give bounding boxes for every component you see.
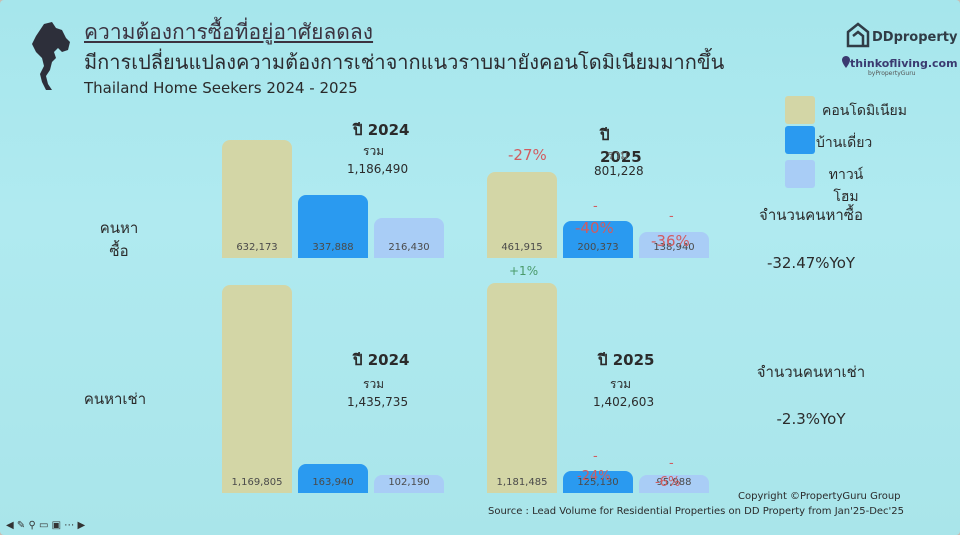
page-caption: Thailand Home Seekers 2024 - 2025 [84, 79, 358, 97]
thailand-map-icon [32, 22, 70, 90]
source-text: Source : Lead Volume for Residential Pro… [488, 506, 905, 517]
rent-2024-house-bar [298, 464, 368, 493]
next-icon[interactable]: ▶ [77, 520, 86, 531]
rent-2025-townhome-value: 95,988 [656, 477, 692, 488]
buy-townhome-change-dash: - [669, 209, 674, 224]
page-title: ความต้องการซื้อที่อยู่อาศัยลดลง [84, 20, 374, 44]
ddproperty-logo-icon [846, 22, 870, 48]
buy-yoy-value: -32.47%YoY [766, 254, 856, 272]
rent-2025-house-bar [563, 471, 633, 493]
buy-2025-year: ปี 2025 [600, 126, 642, 166]
rent-2024-house-value: 163,940 [312, 477, 354, 488]
rent-2024-year: ปี 2024 [353, 351, 410, 369]
presentation-toolbar: ◀ ✎ ⚲ ▭ ▣ ⋯ ▶ [6, 520, 85, 531]
buy-2024-townhome-value: 216,430 [388, 242, 430, 253]
rent-2025-total-label: รวม [610, 377, 632, 391]
rent-2025-total: 1,402,603 [593, 395, 655, 409]
buy-yoy-label: จำนวนคนหาซื้อ [759, 206, 863, 224]
more-icon[interactable]: ⋯ [64, 520, 75, 531]
rent-condo-change: +1% [509, 264, 539, 278]
page-subtitle: มีการเปลี่ยนแปลงความต้องการเช่าจากแนวราบ… [84, 50, 725, 74]
buy-2025-total-label: รวม [607, 148, 629, 162]
buy-2024-townhome-bar [374, 218, 444, 258]
slides-icon[interactable]: ▭ [38, 520, 49, 531]
rent-2024-total-label: รวม [363, 377, 385, 391]
rent-2024-condo-bar [222, 285, 292, 493]
legend-label-condo: คอนโดมิเนียม [822, 103, 907, 119]
buy-2025-townhome-value: 138,940 [653, 242, 695, 253]
rent-2025-condo-bar [487, 283, 557, 493]
rent-house-change: -24% [577, 469, 611, 484]
legend-label-house: บ้านเดี่ยว [816, 135, 873, 151]
buy-townhome-change: -36% [651, 232, 690, 250]
legend-swatch-house [785, 126, 815, 154]
buy-house-change: -40% [575, 219, 614, 237]
rent-2024-total: 1,435,735 [347, 395, 409, 409]
rent-2024-townhome-value: 102,190 [388, 477, 430, 488]
rent-2025-year: ปี 2025 [598, 351, 655, 369]
rent-2025-townhome-bar [639, 475, 709, 493]
search-icon[interactable]: ⚲ [28, 520, 36, 531]
buy-2025-condo-bar [487, 172, 557, 258]
subtitles-icon[interactable]: ▣ [51, 520, 62, 531]
rent-yoy-value: -2.3%YoY [776, 410, 846, 428]
rent-2025-house-value: 125,130 [577, 477, 619, 488]
buy-2025-total: 801,228 [594, 164, 644, 178]
prev-icon[interactable]: ◀ [6, 520, 14, 531]
thinkofliving-byline: byPropertyGuru [868, 70, 916, 77]
buy-2024-condo-value: 632,173 [236, 242, 278, 253]
rent-townhome-change: -6% [655, 475, 681, 490]
buy-2024-condo-bar [222, 140, 292, 258]
legend-label-townhome: ทาวน์โฮม [828, 167, 864, 205]
copyright-text: Copyright ©PropertyGuru Group [738, 491, 901, 502]
buy-2024-house-bar [298, 195, 368, 258]
legend-swatch-townhome [785, 160, 815, 188]
rent-townhome-change-dash: - [669, 456, 674, 471]
buy-2024-year: ปี 2024 [353, 121, 410, 139]
rent-2024-condo-value: 1,169,805 [231, 477, 283, 488]
legend-swatch-condo [785, 96, 815, 124]
buy-2024-total-label: รวม [363, 144, 385, 158]
rent-2024-townhome-bar [374, 475, 444, 493]
buy-2024-total: 1,186,490 [347, 162, 409, 176]
ddproperty-logo: DDproperty [872, 30, 958, 45]
thinkofliving-logo: thinkofliving.com [850, 57, 958, 70]
buy-2025-townhome-bar [639, 232, 709, 258]
buy-2025-house-value: 200,373 [577, 242, 619, 253]
buy-2025-house-bar [563, 221, 633, 258]
map-pin-icon [842, 56, 850, 68]
rent-yoy-label: จำนวนคนหาเช่า [756, 363, 866, 381]
row-label-rent: คนหาเช่า [83, 390, 147, 408]
rent-house-change-dash: - [593, 449, 598, 464]
buy-house-change-dash: - [593, 199, 598, 214]
row-label-buy: คนหาซื้อ [99, 219, 139, 260]
buy-2025-condo-value: 461,915 [501, 242, 543, 253]
pen-icon[interactable]: ✎ [16, 520, 26, 531]
buy-2024-house-value: 337,888 [312, 242, 354, 253]
buy-condo-change: -27% [508, 146, 547, 164]
rent-2025-condo-value: 1,181,485 [496, 477, 548, 488]
